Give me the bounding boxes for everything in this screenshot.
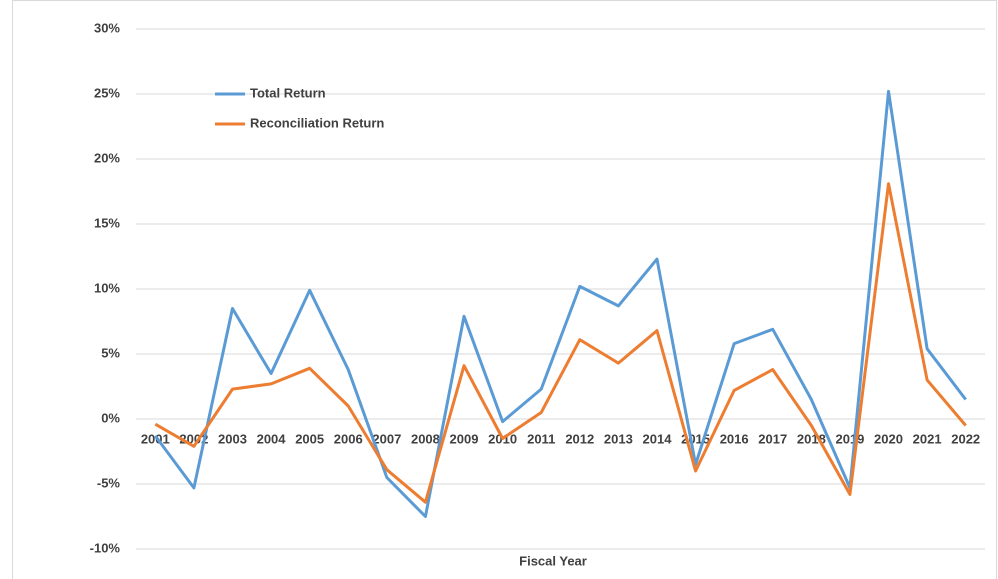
x-tick-label: 2008 [411, 431, 440, 446]
x-tick-label: 2020 [874, 431, 903, 446]
x-tick-label: 2017 [758, 431, 787, 446]
chart-border [12, 0, 997, 579]
y-tick-label: 25% [94, 85, 120, 100]
x-tick-label: 2013 [604, 431, 633, 446]
x-tick-label: 2012 [565, 431, 594, 446]
x-tick-label: 2022 [951, 431, 980, 446]
x-tick-label: 2011 [527, 431, 555, 446]
x-tick-label: 2019 [835, 431, 864, 446]
y-tick-label: 5% [101, 345, 120, 360]
x-tick-label: 2021 [913, 431, 942, 446]
x-tick-label: 2003 [218, 431, 247, 446]
y-tick-label: 20% [94, 150, 120, 165]
x-tick-label: 2009 [450, 431, 479, 446]
y-tick-label: 10% [94, 280, 120, 295]
y-tick-label: 30% [94, 20, 120, 35]
x-tick-label: 2005 [295, 431, 324, 446]
x-tick-label: 2014 [643, 431, 673, 446]
legend-label: Total Return [250, 85, 326, 100]
y-tick-label: 0% [101, 410, 120, 425]
y-tick-label: 15% [94, 215, 120, 230]
y-tick-label: -5% [97, 475, 121, 490]
x-tick-label: 2016 [720, 431, 749, 446]
series-line [154, 182, 967, 504]
legend-label: Reconciliation Return [250, 115, 384, 130]
x-tick-label: 2018 [797, 431, 826, 446]
x-tick-label: 2007 [372, 431, 401, 446]
x-tick-label: 2001 [141, 431, 170, 446]
y-tick-label: -10% [90, 540, 121, 555]
series-line [154, 89, 967, 518]
x-tick-label: 2006 [334, 431, 363, 446]
x-tick-label: 2004 [257, 431, 287, 446]
x-axis-title: Fiscal Year [519, 553, 587, 568]
